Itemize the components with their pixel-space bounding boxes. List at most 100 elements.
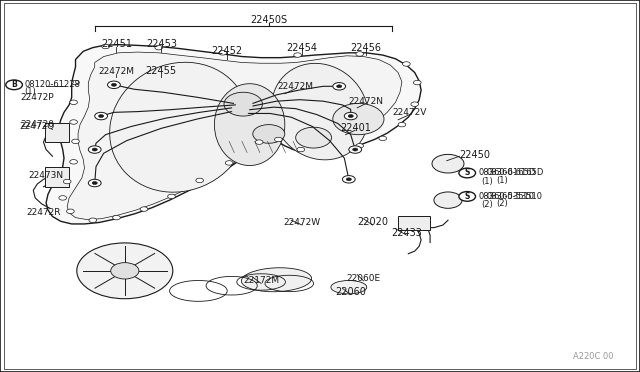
Circle shape bbox=[70, 120, 77, 124]
Circle shape bbox=[111, 263, 139, 279]
FancyBboxPatch shape bbox=[45, 167, 69, 187]
Circle shape bbox=[459, 168, 476, 178]
Circle shape bbox=[333, 83, 346, 90]
Circle shape bbox=[275, 137, 282, 142]
Text: 08120-61228: 08120-61228 bbox=[24, 80, 80, 89]
Ellipse shape bbox=[296, 127, 332, 148]
Circle shape bbox=[89, 218, 97, 222]
Circle shape bbox=[379, 136, 387, 141]
Circle shape bbox=[356, 52, 364, 56]
Circle shape bbox=[113, 215, 120, 220]
Text: 22172M: 22172M bbox=[243, 276, 279, 285]
Text: 22472V: 22472V bbox=[392, 108, 427, 117]
Circle shape bbox=[111, 83, 116, 86]
Text: 22453: 22453 bbox=[146, 39, 177, 49]
Circle shape bbox=[344, 112, 357, 120]
Text: 22473N: 22473N bbox=[29, 171, 63, 180]
Text: 22060: 22060 bbox=[335, 287, 366, 297]
Circle shape bbox=[72, 80, 79, 85]
Circle shape bbox=[140, 207, 148, 211]
Text: 22472M: 22472M bbox=[278, 82, 314, 91]
Circle shape bbox=[411, 102, 419, 106]
Text: 22450: 22450 bbox=[460, 151, 490, 160]
Ellipse shape bbox=[331, 280, 367, 294]
Circle shape bbox=[67, 209, 74, 214]
Text: 22060E: 22060E bbox=[346, 274, 381, 283]
Circle shape bbox=[353, 148, 358, 151]
Text: 22472P: 22472P bbox=[20, 93, 54, 102]
Circle shape bbox=[219, 51, 227, 55]
Circle shape bbox=[155, 45, 163, 50]
Circle shape bbox=[294, 53, 301, 57]
Circle shape bbox=[102, 44, 109, 49]
Text: S: S bbox=[465, 169, 470, 177]
Circle shape bbox=[88, 179, 101, 187]
Text: 08360-53510: 08360-53510 bbox=[479, 192, 535, 201]
Polygon shape bbox=[46, 45, 421, 224]
Text: 22456: 22456 bbox=[351, 43, 381, 52]
Ellipse shape bbox=[271, 63, 369, 160]
Circle shape bbox=[413, 80, 421, 85]
Ellipse shape bbox=[253, 125, 285, 143]
Text: 08360-53510: 08360-53510 bbox=[486, 192, 543, 201]
Text: (2): (2) bbox=[496, 199, 508, 208]
Circle shape bbox=[346, 178, 351, 181]
Text: 22452: 22452 bbox=[212, 46, 243, 56]
Text: 22450S: 22450S bbox=[250, 16, 287, 25]
Circle shape bbox=[70, 100, 77, 105]
Circle shape bbox=[297, 147, 305, 152]
Circle shape bbox=[6, 80, 22, 90]
Circle shape bbox=[196, 178, 204, 183]
Text: (1): (1) bbox=[24, 87, 36, 96]
Text: 22020: 22020 bbox=[357, 218, 388, 227]
Text: 22401: 22401 bbox=[340, 124, 371, 133]
Text: 22472R: 22472R bbox=[26, 208, 61, 217]
Circle shape bbox=[337, 85, 342, 88]
Text: S: S bbox=[465, 192, 470, 201]
Text: 08360-6165D: 08360-6165D bbox=[479, 169, 536, 177]
Circle shape bbox=[95, 112, 108, 120]
Circle shape bbox=[92, 148, 97, 151]
Text: 22472N: 22472N bbox=[349, 97, 383, 106]
Text: 22455: 22455 bbox=[146, 67, 177, 76]
Circle shape bbox=[88, 146, 101, 153]
Ellipse shape bbox=[241, 268, 312, 292]
Circle shape bbox=[255, 140, 263, 144]
Ellipse shape bbox=[333, 103, 384, 135]
Circle shape bbox=[72, 139, 79, 144]
Circle shape bbox=[342, 176, 355, 183]
Text: 22451: 22451 bbox=[101, 39, 132, 49]
Circle shape bbox=[99, 115, 104, 118]
Circle shape bbox=[92, 182, 97, 185]
Text: 22472Q: 22472Q bbox=[19, 122, 55, 131]
Circle shape bbox=[225, 161, 233, 165]
FancyBboxPatch shape bbox=[398, 216, 430, 230]
Circle shape bbox=[59, 196, 67, 200]
Circle shape bbox=[108, 81, 120, 89]
Text: 22454: 22454 bbox=[287, 43, 317, 52]
Circle shape bbox=[434, 192, 462, 208]
Text: (1): (1) bbox=[481, 177, 493, 186]
Text: (2): (2) bbox=[481, 200, 493, 209]
Text: B: B bbox=[12, 80, 17, 89]
Circle shape bbox=[168, 194, 175, 199]
Circle shape bbox=[63, 179, 71, 184]
Text: (1): (1) bbox=[496, 176, 508, 185]
Circle shape bbox=[349, 146, 362, 153]
Ellipse shape bbox=[214, 84, 285, 166]
Circle shape bbox=[356, 144, 364, 148]
Circle shape bbox=[348, 115, 353, 118]
Text: 22472W: 22472W bbox=[284, 218, 321, 227]
Circle shape bbox=[432, 154, 464, 173]
Text: 22472M: 22472M bbox=[99, 67, 134, 76]
Circle shape bbox=[70, 160, 77, 164]
Circle shape bbox=[398, 122, 406, 127]
Ellipse shape bbox=[224, 92, 262, 116]
Circle shape bbox=[403, 62, 410, 66]
FancyBboxPatch shape bbox=[45, 123, 69, 142]
Text: 224720: 224720 bbox=[20, 120, 54, 129]
Text: 08360-6165D: 08360-6165D bbox=[486, 169, 544, 177]
Text: A220C 00: A220C 00 bbox=[573, 352, 613, 361]
Circle shape bbox=[459, 192, 476, 201]
Polygon shape bbox=[67, 52, 402, 219]
